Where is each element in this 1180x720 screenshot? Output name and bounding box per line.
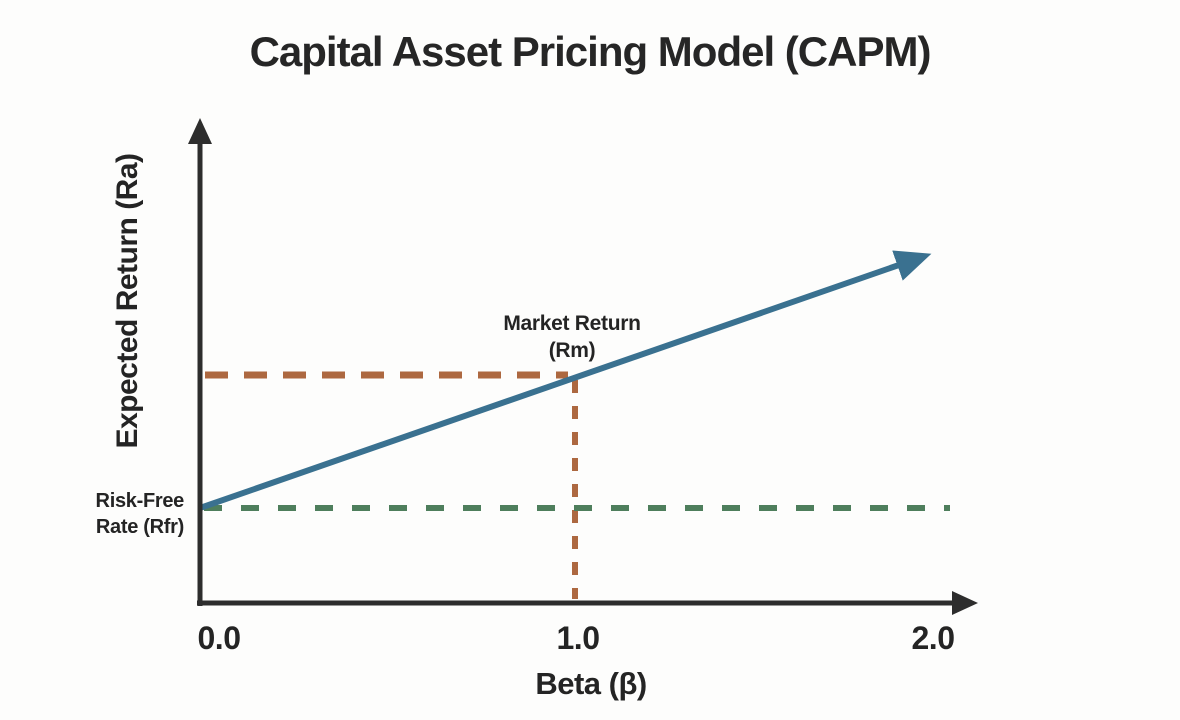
x-tick-label-1: 1.0	[556, 620, 600, 656]
x-tick-label-2: 2.0	[911, 620, 955, 656]
x-tick-label-0: 0.0	[197, 620, 241, 656]
risk-free-rate-label-line2: Rate (Rfr)	[95, 516, 184, 538]
page-title: Capital Asset Pricing Model (CAPM)	[249, 28, 932, 75]
security-market-line	[199, 250, 932, 511]
x-axis-label: Beta (β)	[535, 666, 647, 701]
y-axis-label: Expected Return (Ra)	[111, 153, 144, 449]
risk-free-rate-label-line1: Risk-Free	[95, 490, 185, 512]
risk-free-rate-label: Risk-Free Rate (Rfr)	[24, 488, 185, 540]
market-return-label: Market Return (Rm)	[422, 310, 722, 364]
market-return-label-line1: Market Return	[503, 312, 641, 335]
market-return-label-line2: (Rm)	[548, 339, 596, 362]
